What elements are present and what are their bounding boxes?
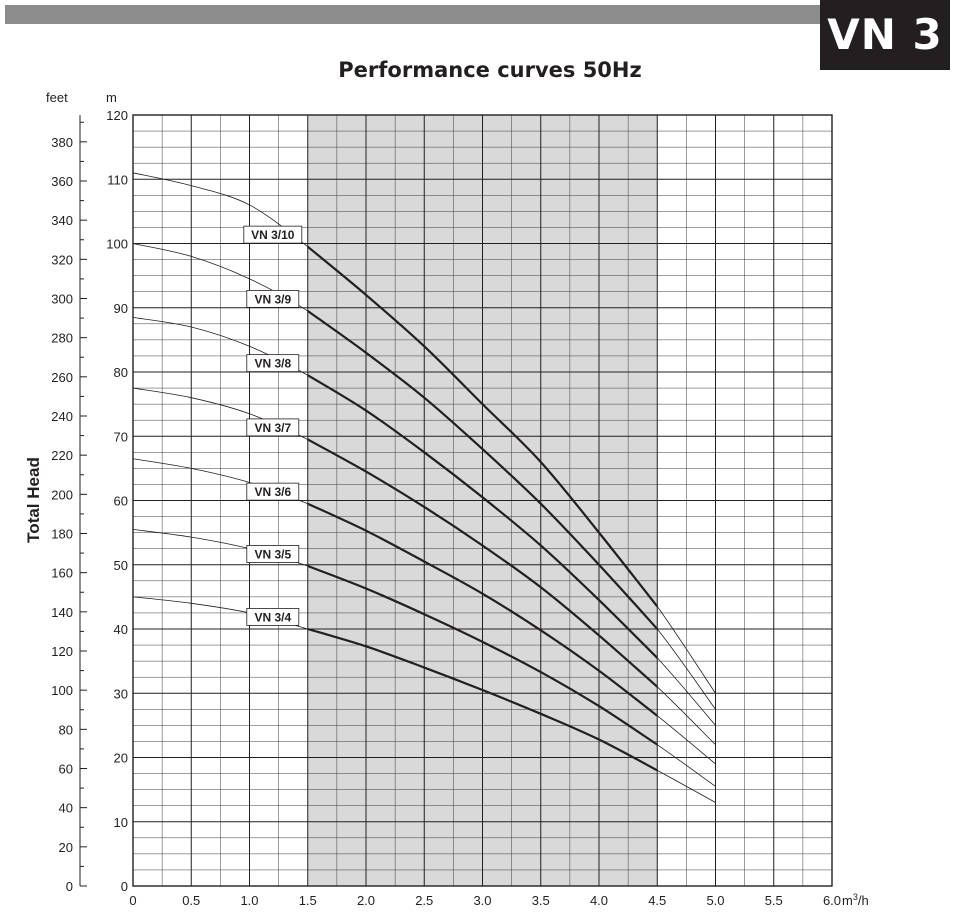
curve-label-vn-3-10: VN 3/10 — [251, 228, 295, 242]
curves — [132, 172, 716, 803]
feet-tick-label: 60 — [59, 761, 73, 776]
feet-tick-label: 280 — [51, 331, 73, 346]
feet-tick-label: 160 — [51, 566, 73, 581]
m-tick-label: 90 — [114, 301, 128, 316]
m-tick-label: 20 — [114, 751, 128, 766]
x-tick-label: 6.0 — [823, 893, 841, 908]
curve-vn-3-10-operating — [307, 245, 659, 608]
x-tick-label: 4.5 — [648, 893, 666, 908]
feet-tick-label: 320 — [51, 252, 73, 267]
x-tick-label: 3.0 — [473, 893, 491, 908]
feet-tick-label: 80 — [59, 722, 73, 737]
m-tick-label: 80 — [114, 365, 128, 380]
x-tick-label: 5.0 — [706, 893, 724, 908]
curve-labels: VN 3/10 VN 3/9 VN 3/8 VN 3/7 VN 3/6 VN 3/5 VN … — [243, 225, 303, 626]
curve-vn-3-8-operating — [307, 374, 659, 659]
curve-label-vn-3-9: VN 3/9 — [254, 292, 291, 306]
m-tick-label: 70 — [114, 429, 128, 444]
model-badge: VN 3 — [820, 0, 950, 70]
curve-vn-3-4-operating — [307, 627, 658, 772]
chart-grid — [132, 114, 833, 887]
feet-tick-label: 100 — [51, 683, 73, 698]
m-tick-label: 10 — [114, 815, 128, 830]
x-tick-label: 0 — [129, 893, 136, 908]
curve-label-vn-3-7: VN 3/7 — [254, 421, 291, 435]
feet-tick-label: 240 — [51, 409, 73, 424]
feet-tick-label: 360 — [51, 174, 73, 189]
curve-label-box — [246, 289, 300, 308]
m-tick-label: 100 — [106, 237, 128, 252]
x-tick-label: 5.5 — [765, 893, 783, 908]
feet-tick-label: 40 — [59, 801, 73, 816]
curve-label-box — [246, 354, 300, 373]
curve-vn-3-6-operating — [307, 502, 658, 717]
feet-unit-label: feet — [46, 90, 68, 105]
header-bar — [5, 5, 825, 24]
feet-tick-label: 300 — [51, 291, 73, 306]
feet-tick-label: 200 — [51, 487, 73, 502]
curve-vn-3-7-operating — [307, 438, 658, 688]
m-tick-label: 30 — [114, 686, 128, 701]
x-tick-label: 0.5 — [182, 893, 200, 908]
m-tick-label: 60 — [114, 494, 128, 509]
curve-label-vn-3-8: VN 3/8 — [254, 357, 291, 371]
feet-tick-label: 20 — [59, 840, 73, 855]
y-axis-title: Total Head — [24, 457, 43, 543]
m-tick-label: 0 — [121, 879, 128, 894]
chart-title: Performance curves 50Hz — [338, 58, 642, 82]
x-tick-label: 1.5 — [299, 893, 317, 908]
x-tick-label: 2.5 — [415, 893, 433, 908]
feet-tick-label: 340 — [51, 213, 73, 228]
feet-tick-label: 140 — [51, 605, 73, 620]
curve-label-vn-3-5: VN 3/5 — [254, 547, 291, 561]
m-unit-label: m — [106, 90, 117, 105]
curve-label-box — [243, 225, 303, 244]
feet-tick-label: 180 — [51, 526, 73, 541]
x-tick-label: 1.0 — [240, 893, 258, 908]
m-tick-label: 110 — [107, 172, 128, 187]
plot-frame — [132, 114, 833, 887]
m-tick-label: 40 — [114, 622, 128, 637]
m-tick-label: 120 — [106, 108, 128, 123]
x-tick-label: 3.5 — [532, 893, 550, 908]
curve-vn-3-5-operating — [307, 565, 658, 746]
chart-axes: 0 0.5 1.0 1.5 2.0 2.5 3.0 3.5 4.0 4.5 5.0 5.5 6.0 0 10… — [51, 108, 841, 908]
x-unit-label: m3/h — [842, 892, 869, 908]
feet-tick-label: 220 — [51, 448, 73, 463]
feet-tick-label: 120 — [51, 644, 73, 659]
x-tick-label: 2.0 — [357, 893, 375, 908]
curve-vn-3-9-operating — [307, 310, 659, 630]
x-tick-label: 4.0 — [590, 893, 608, 908]
curve-label-box — [246, 608, 300, 626]
curve-label-box — [246, 418, 300, 437]
curve-label-box — [246, 482, 300, 501]
curve-label-vn-3-4: VN 3/4 — [254, 610, 291, 624]
feet-tick-label: 380 — [51, 135, 73, 150]
curve-label-vn-3-6: VN 3/6 — [254, 485, 291, 499]
feet-tick-label: 0 — [66, 879, 73, 894]
m-tick-label: 50 — [114, 558, 128, 573]
feet-tick-label: 260 — [51, 370, 73, 385]
curve-label-box — [246, 545, 300, 563]
